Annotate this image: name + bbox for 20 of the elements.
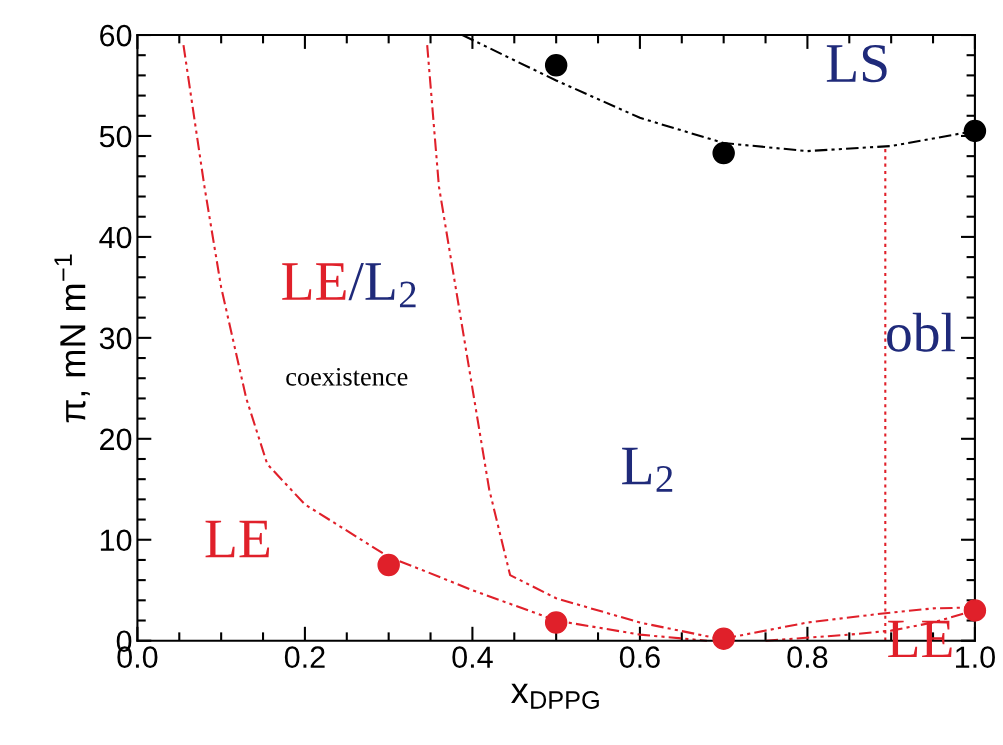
annotation: LE: [205, 520, 270, 558]
annotation: obl: [887, 312, 955, 352]
y-tick-label: 30: [99, 327, 132, 350]
annotation: LS: [826, 44, 887, 83]
annotation: coexistence: [286, 367, 408, 386]
y-tick-label: 60: [100, 24, 132, 47]
x-tick-label: 0.6: [619, 646, 660, 669]
annotation: /L$_{2}$: [348, 263, 416, 308]
x-tick-label: 0.2: [284, 646, 325, 669]
x-tick-label: 1.0: [956, 646, 995, 669]
annotation: LE: [282, 263, 346, 300]
y-tick-label: 20: [100, 428, 132, 451]
annotation: L$_{2}$: [622, 447, 673, 492]
y-tick-label: 10: [100, 529, 132, 552]
y-axis-title: π, mN m$^{−1}$: [54, 254, 90, 423]
y-tick-label: 40: [99, 226, 132, 249]
x-tick-label: 0.4: [452, 646, 493, 669]
x-tick-label: 0.8: [787, 646, 828, 669]
x-axis-title: x$_{DPPG}$: [511, 683, 599, 709]
y-tick-label: 50: [99, 125, 132, 148]
